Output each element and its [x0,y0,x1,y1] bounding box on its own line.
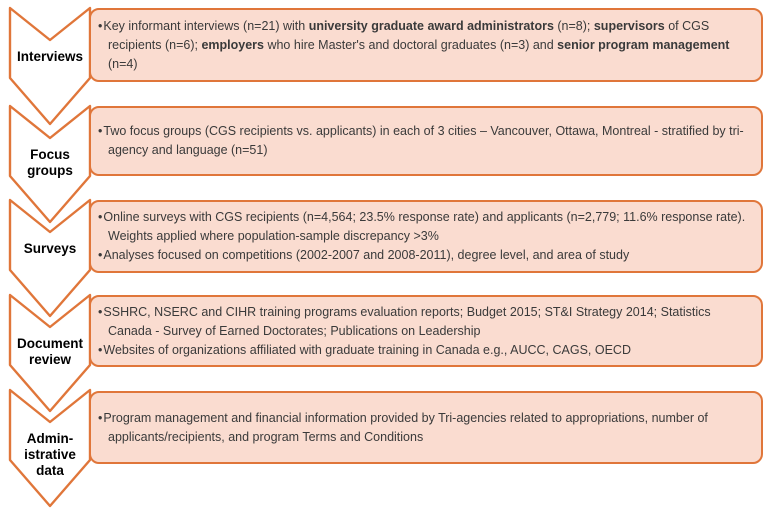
bullet-text: Websites of organizations affiliated wit… [103,342,631,357]
chevron-down-icon [8,198,92,318]
detail-box-administrative-data: •Program management and financial inform… [89,391,763,464]
bullet-icon: • [98,18,103,33]
chevron-down-icon [8,293,92,413]
detail-box-focus-groups: •Two focus groups (CGS recipients vs. ap… [89,106,763,176]
bullet-icon: • [98,210,103,224]
detail-box-surveys: •Online surveys with CGS recipients (n=4… [89,200,763,273]
bullet-text: Program management and financial informa… [103,410,708,444]
bullet-item: •SSHRC, NSERC and CIHR training programs… [98,303,751,341]
bullet-item: •Key informant interviews (n=21) with un… [98,17,751,74]
bullet-text: SSHRC, NSERC and CIHR training programs … [103,304,711,338]
bullet-icon: • [98,304,103,319]
bullet-item: •Websites of organizations affiliated wi… [98,341,751,360]
stage-label-surveys: Surveys [23,241,77,256]
stage-label-interviews: Interviews [16,49,84,64]
bullet-text: Online surveys with CGS recipients (n=4,… [103,210,746,243]
bullet-item: •Online surveys with CGS recipients (n=4… [98,208,751,246]
stage-label-administrative-data: Admin-istrative data [24,431,76,478]
detail-box-document-review: •SSHRC, NSERC and CIHR training programs… [89,295,763,367]
bullet-item: •Analyses focused on competitions (2002-… [98,246,751,265]
bullet-icon: • [98,342,103,357]
stage-label-focus-groups: Focus groups [27,147,73,178]
bullet-icon: • [98,248,103,262]
stage-label-document-review: Document review [16,336,83,367]
bullet-text: Analyses focused on competitions (2002-2… [103,248,630,262]
bullet-text: Two focus groups (CGS recipients vs. app… [103,124,744,157]
chevron-down-icon [8,104,92,224]
bullet-text: Key informant interviews (n=21) with uni… [103,18,730,71]
bullet-icon: • [98,410,103,425]
bullet-item: •Program management and financial inform… [98,409,751,447]
bullet-item: •Two focus groups (CGS recipients vs. ap… [98,122,751,160]
bullet-icon: • [98,124,103,138]
detail-box-interviews: •Key informant interviews (n=21) with un… [89,8,763,82]
